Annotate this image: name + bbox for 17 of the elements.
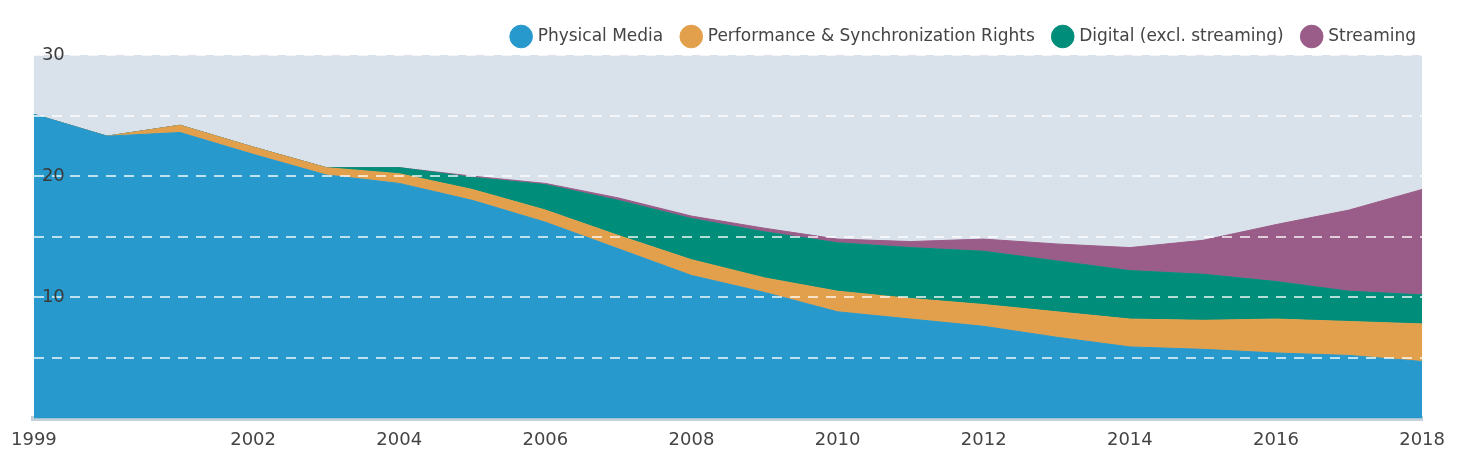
x-tick-label: 2006	[522, 427, 569, 449]
x-tick-label: 1999	[11, 427, 57, 449]
x-tick-label: 2010	[814, 427, 861, 449]
legend-label: Physical Media	[537, 24, 664, 45]
y-tick-label: 10	[41, 284, 65, 306]
x-tick-label: 2012	[960, 427, 1007, 449]
x-tick-label: 2004	[376, 427, 423, 449]
y-tick-label: 20	[41, 163, 65, 185]
y-tick-label: 30	[41, 42, 65, 64]
x-tick-label: 2018	[1399, 427, 1445, 449]
legend-label: Performance & Synchronization Rights	[707, 24, 1035, 45]
legend-label: Streaming	[1328, 24, 1417, 45]
x-tick-label: 2016	[1253, 427, 1299, 449]
x-tick-label: 2014	[1106, 427, 1153, 449]
legend-label: Digital (excl. streaming)	[1079, 24, 1284, 45]
x-tick-label: 2008	[668, 427, 715, 449]
x-tick-label: 2002	[230, 427, 276, 449]
